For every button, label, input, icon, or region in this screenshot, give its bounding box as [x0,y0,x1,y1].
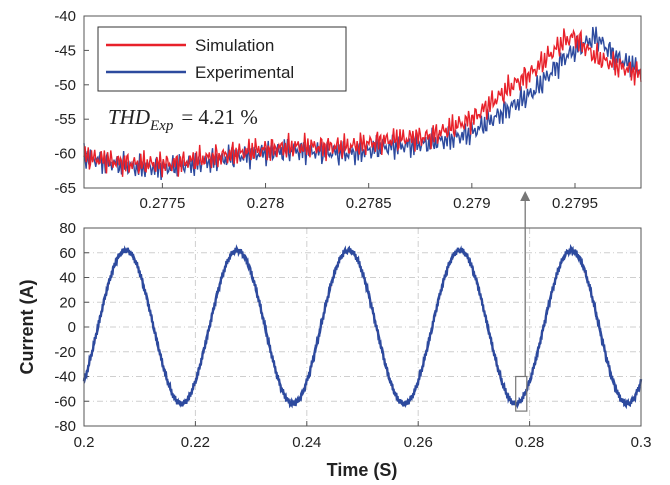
zoom-series [83,26,642,181]
legend-label-experimental: Experimental [195,63,294,82]
main-series-line-experimental [82,243,643,410]
legend-box [97,26,347,92]
legend-label-simulation: Simulation [195,36,274,55]
zoom-x-tick-label: 0.278 [247,195,285,212]
main-x-tick-label: 0.3 [631,434,652,451]
main-y-tick-label: -60 [54,393,76,410]
zoom-series-line-experimental [83,26,642,181]
y-axis-label: Current (A) [17,280,37,375]
main-y-tick-label: 80 [59,220,76,237]
x-axis-label: Time (S) [327,460,398,480]
main-y-tick-label: 20 [59,294,76,311]
main-y-tick-label: -20 [54,344,76,361]
main-y-tick-label: 0 [68,319,76,336]
main-y-tick-label: -80 [54,418,76,435]
zoom-plot: 0.2775 0.278 0.2785 0.279 0.2795 -40 -45 -50 -55… [54,8,642,212]
main-y-tick-label: -40 [54,369,76,386]
zoom-y-tick-label: -40 [54,8,76,25]
main-x-tick-label: 0.28 [515,434,544,451]
main-plot: 0.2 0.22 0.24 0.26 0.28 0.3 80 60 40 20 0 -20 -40 -60… [17,220,651,480]
zoom-y-tick-label: -50 [54,77,76,94]
thd-base: THD [108,105,150,129]
zoom-series-line-simulation [83,28,642,178]
zoom-y-tick-label: -45 [54,42,76,59]
thd-sub: Exp [149,118,174,134]
zoom-x-tick-label: 0.2785 [346,195,392,212]
main-y-tick-label: 60 [59,245,76,262]
main-plot-frame [83,227,642,427]
zoom-x-tick-label: 0.2795 [552,195,598,212]
zoom-x-tick-label: 0.2775 [139,195,185,212]
main-ticks: 0.2 0.22 0.24 0.26 0.28 0.3 80 60 40 20 0 -20 -40 -60… [54,220,651,451]
main-x-tick-label: 0.24 [292,434,321,451]
legend: Simulation Experimental [97,26,347,92]
main-x-tick-label: 0.26 [404,434,433,451]
zoom-x-tick-label: 0.279 [453,195,491,212]
zoom-region-box [515,375,528,412]
zoom-plot-frame [83,15,642,189]
main-x-tick-label: 0.2 [74,434,95,451]
main-y-tick-label: 40 [59,270,76,287]
zoom-ticks: 0.2775 0.278 0.2785 0.279 0.2795 -40 -45 -50 -55… [54,8,598,212]
main-series [82,243,643,410]
main-x-tick-label: 0.22 [181,434,210,451]
thd-annotation: THDExp = 4.21 % [108,105,258,134]
zoom-y-tick-label: -65 [54,180,76,197]
thd-value: = 4.21 % [181,105,258,129]
zoom-y-tick-label: -55 [54,111,76,128]
zoom-y-tick-label: -60 [54,146,76,163]
